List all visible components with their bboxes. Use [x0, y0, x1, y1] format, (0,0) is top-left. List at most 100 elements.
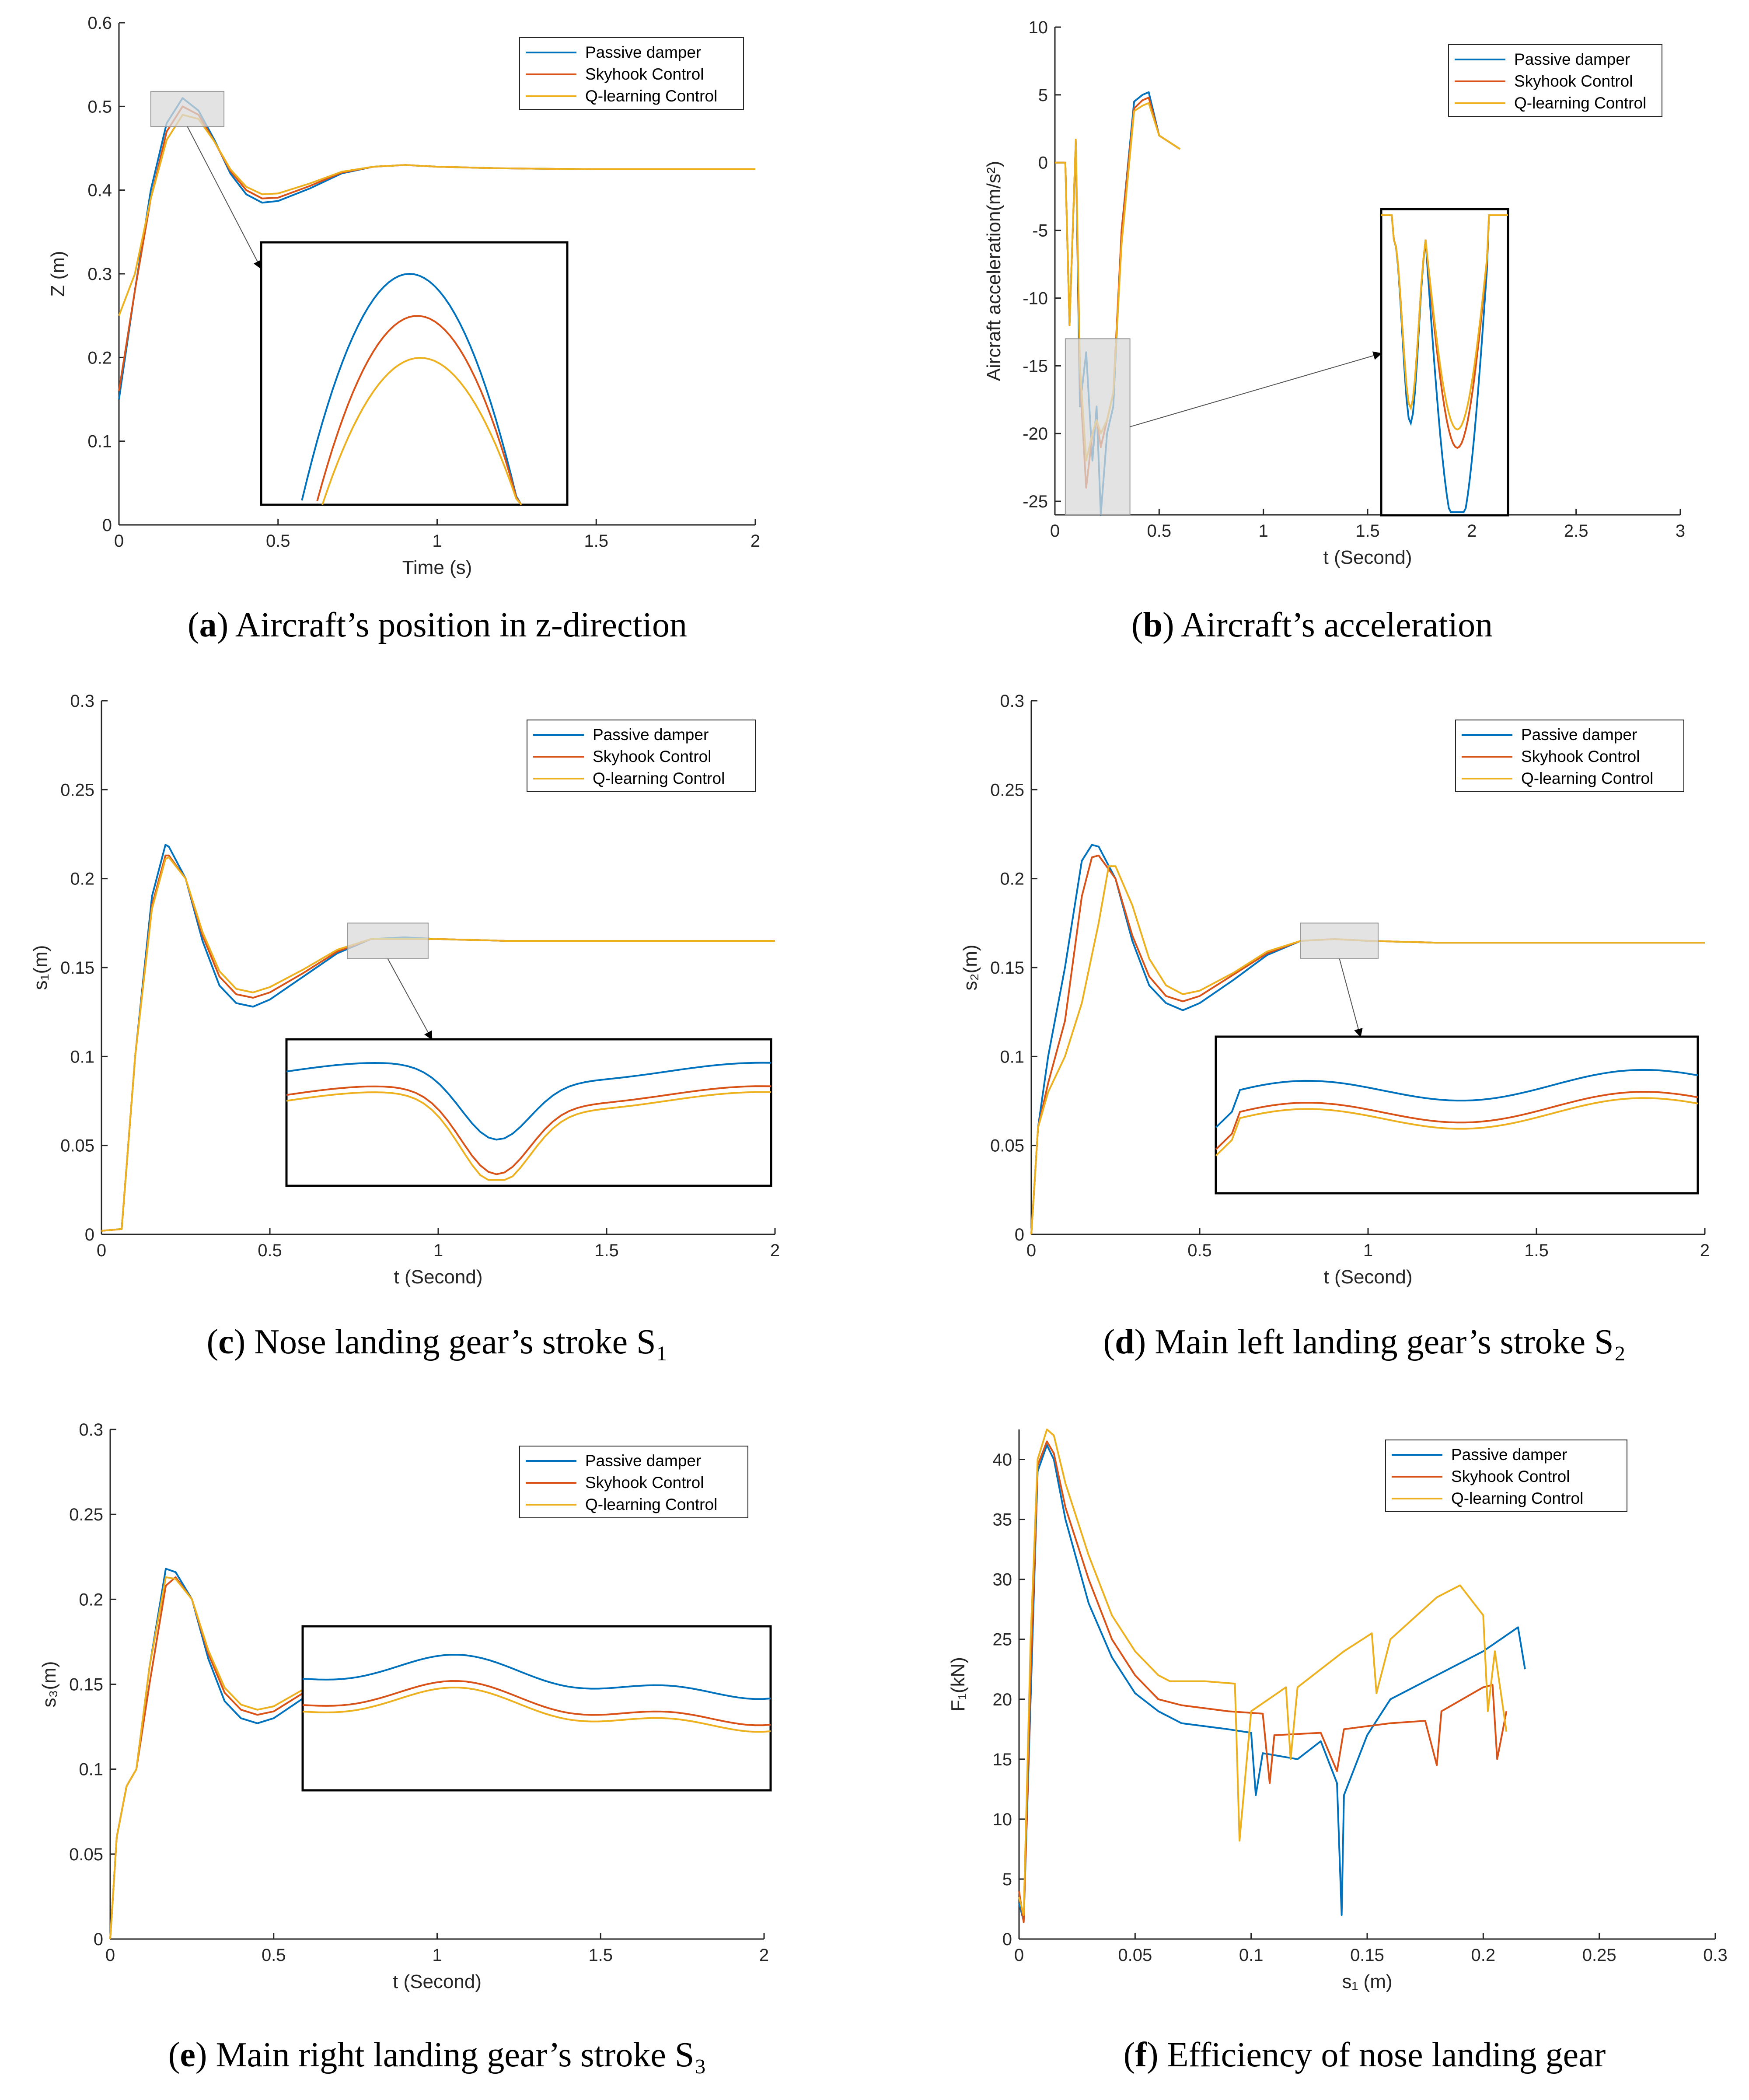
inset-frame [260, 241, 569, 506]
inset-series-2 [302, 1680, 771, 1726]
x-tick-label: 1 [432, 1946, 442, 1965]
inset-series-3 [1215, 1097, 1698, 1157]
legend-label: Skyhook Control [1521, 748, 1640, 765]
caption-letter: c [218, 1323, 234, 1361]
legend-label: Passive damper [585, 43, 701, 61]
legend-box [519, 1446, 748, 1518]
x-tick-label: 0.2 [1471, 1946, 1496, 1965]
legend: Passive damper Skyhook Control Q-learning … [1455, 720, 1684, 792]
x-tick-label: 0 [105, 1946, 115, 1965]
zoom-region-box [347, 922, 429, 959]
y-tick-label: 0.6 [87, 14, 112, 33]
y-tick-label: 0 [1002, 1930, 1012, 1949]
x-tick-label: 2 [770, 1241, 780, 1260]
x-tick-label: 0 [114, 531, 124, 551]
caption-paren: ( [188, 606, 199, 644]
inset-curves [301, 273, 522, 506]
caption-letter: f [1135, 2036, 1147, 2074]
series-line-3 [101, 856, 775, 1232]
legend-label: Q-learning Control [593, 769, 725, 787]
x-tick-label: 0 [97, 1241, 106, 1260]
legend-label: Passive damper [1514, 50, 1630, 68]
x-tick-label: 0 [1014, 1946, 1024, 1965]
y-tick-label: 10 [1029, 18, 1048, 37]
y-axis-label: s₃(m) [38, 1661, 60, 1708]
x-tick-label: 0.5 [1147, 521, 1172, 541]
inset-series-1 [301, 273, 522, 506]
caption-paren: ( [1103, 1323, 1115, 1361]
x-tick-label: 1.5 [588, 1946, 613, 1965]
figure-caption: (c) Nose landing gear’s stroke S₁ [206, 1323, 668, 1361]
y-tick-label: 0 [102, 516, 112, 535]
legend: Passive damper Skyhook Control Q-learning … [1448, 44, 1662, 117]
chart-e: 0 0.5 1 1.5 2 0 0.05 0.1 0.15 0.2 0.25 0.3 t (Second… [38, 1420, 772, 2074]
zoom-arrow [1339, 958, 1363, 1038]
caption-letter: e [180, 2036, 195, 2074]
legend-label: Skyhook Control [585, 65, 704, 83]
x-tick-label: 0.1 [1239, 1946, 1264, 1965]
x-tick-label: 0 [1026, 1241, 1036, 1260]
x-tick-label: 1 [1259, 521, 1268, 541]
x-tick-label: 1.5 [594, 1241, 619, 1260]
y-tick-label: 0.2 [87, 348, 112, 367]
caption-letter: b [1143, 606, 1163, 644]
zoom-arrow [387, 958, 433, 1040]
y-tick-label: 0.1 [87, 432, 112, 451]
inset-series-3 [1381, 214, 1508, 431]
figure-caption: (b) Aircraft’s acceleration [1131, 606, 1493, 644]
series-line-3 [1018, 1429, 1508, 1916]
zoom-region-box [1300, 922, 1379, 959]
caption-letter: d [1115, 1323, 1135, 1361]
legend-label: Q-learning Control [1521, 769, 1653, 787]
y-tick-label: 0.2 [1000, 870, 1024, 889]
y-tick-label: 0.25 [990, 780, 1024, 800]
legend-label: Skyhook Control [585, 1474, 704, 1492]
y-tick-label: -15 [1023, 356, 1048, 376]
inset-frame [1380, 208, 1509, 517]
y-tick-label: 0 [1015, 1225, 1024, 1244]
x-tick-label: 0.5 [262, 1946, 286, 1965]
inset-frame [285, 1038, 772, 1187]
y-tick-label: 0.15 [990, 958, 1024, 978]
chart-c: 0 0.5 1 1.5 2 0 0.05 0.1 0.15 0.2 0.25 0.3 t (Second… [30, 692, 780, 1361]
caption-paren: ) [195, 2036, 207, 2074]
inset-frame [1215, 1035, 1699, 1195]
inset-series-2 [286, 1085, 772, 1175]
chart-d: 0 0.5 1 1.5 2 0 0.05 0.1 0.15 0.2 0.25 0.3 t (Second… [960, 692, 1710, 1361]
x-axis-label: t (Second) [1324, 1266, 1413, 1288]
y-tick-label: -20 [1023, 424, 1048, 444]
x-tick-label: 1 [1363, 1241, 1373, 1260]
y-tick-label: 5 [1038, 86, 1048, 105]
x-tick-label: 0 [1050, 521, 1060, 541]
y-tick-label: 10 [993, 1810, 1012, 1829]
x-tick-label: 0.5 [258, 1241, 282, 1260]
inset-curves [1381, 214, 1508, 513]
y-tick-label: 0.3 [70, 692, 94, 711]
y-tick-label: 0.4 [87, 181, 112, 200]
inset-series-2 [1215, 1090, 1698, 1150]
x-axis-label: t (Second) [1323, 547, 1412, 568]
figure-caption: (d) Main left landing gear’s stroke S₂ [1103, 1323, 1626, 1361]
zoom-arrow [1130, 351, 1382, 427]
caption-text: Efficiency of nose landing gear [1159, 2036, 1606, 2074]
y-tick-label: 15 [993, 1750, 1012, 1769]
chart-a: 0 0.5 1 1.5 2 0 0.1 0.2 0.3 0.4 0.5 0.6 Time (s) Z (m… [47, 14, 760, 644]
legend: Passive damper Skyhook Control Q-learning … [519, 1446, 748, 1518]
zoom-region-box [150, 91, 225, 127]
figure-caption: (f) Efficiency of nose landing gear [1124, 2036, 1606, 2074]
y-tick-label: 0.05 [60, 1136, 94, 1156]
x-tick-label: 2.5 [1564, 521, 1588, 541]
inset-series-3 [286, 1091, 772, 1181]
y-tick-label: 35 [993, 1510, 1012, 1530]
caption-paren: ) [217, 606, 229, 644]
y-tick-label: 0.2 [70, 870, 94, 889]
figure-caption: (a) Aircraft’s position in z-direction [188, 606, 687, 644]
caption-paren: ( [206, 1323, 218, 1361]
legend-label: Skyhook Control [1451, 1468, 1570, 1485]
x-tick-label: 1 [432, 531, 442, 551]
x-tick-label: 0.15 [1350, 1946, 1384, 1965]
y-axis-label: s₂(m) [960, 944, 981, 990]
y-tick-label: 0.25 [60, 780, 94, 800]
inset-series-3 [302, 1686, 771, 1733]
x-axis-label: Time (s) [402, 557, 472, 578]
